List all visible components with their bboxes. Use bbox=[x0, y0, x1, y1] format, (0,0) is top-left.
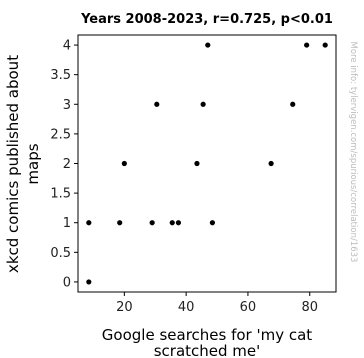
y-axis: 0 0.5 1 1.5 2 2.5 3 3.5 4 bbox=[50, 39, 78, 290]
data-point bbox=[121, 160, 127, 167]
y-axis-label-line-2: maps bbox=[24, 143, 42, 184]
y-axis-label-line-1: xkcd comics published about bbox=[4, 55, 22, 273]
x-tick-label: 80 bbox=[301, 300, 318, 315]
y-tick-label: 1.5 bbox=[50, 187, 71, 202]
x-tick-label: 20 bbox=[116, 300, 133, 315]
x-tick-label: 60 bbox=[240, 300, 257, 315]
y-tick-label: 3.5 bbox=[50, 68, 71, 83]
y-tick-label: 4 bbox=[63, 39, 71, 54]
data-point bbox=[154, 101, 160, 107]
data-point bbox=[86, 279, 92, 285]
y-tick-label: 2 bbox=[63, 157, 71, 172]
data-point bbox=[149, 220, 155, 226]
data-point bbox=[86, 220, 92, 226]
y-tick-label: 0.5 bbox=[50, 246, 71, 261]
x-tick-label: 40 bbox=[178, 300, 195, 315]
data-point bbox=[304, 42, 310, 48]
x-axis-label-line-2: scratched me' bbox=[154, 342, 261, 358]
data-point bbox=[268, 160, 274, 167]
data-point bbox=[194, 160, 200, 167]
data-point bbox=[169, 220, 175, 226]
data-point bbox=[117, 220, 123, 226]
data-point bbox=[290, 101, 296, 107]
data-point bbox=[200, 101, 206, 107]
chart-title: Years 2008-2023, r=0.725, p<0.01 bbox=[80, 12, 333, 27]
x-axis-label-line-1: Google searches for 'my cat bbox=[102, 326, 313, 344]
data-point bbox=[209, 220, 216, 226]
data-point bbox=[205, 42, 211, 48]
y-tick-label: 2.5 bbox=[50, 127, 71, 142]
data-point bbox=[175, 220, 182, 226]
data-points bbox=[86, 42, 328, 285]
x-axis: 20 40 60 80 bbox=[116, 292, 318, 315]
y-tick-label: 3 bbox=[63, 98, 71, 113]
y-tick-label: 1 bbox=[63, 216, 71, 231]
data-point bbox=[322, 42, 328, 48]
source-watermark: More info: tylervigen.com/spurious/corre… bbox=[348, 42, 358, 263]
y-tick-label: 0 bbox=[63, 275, 71, 290]
